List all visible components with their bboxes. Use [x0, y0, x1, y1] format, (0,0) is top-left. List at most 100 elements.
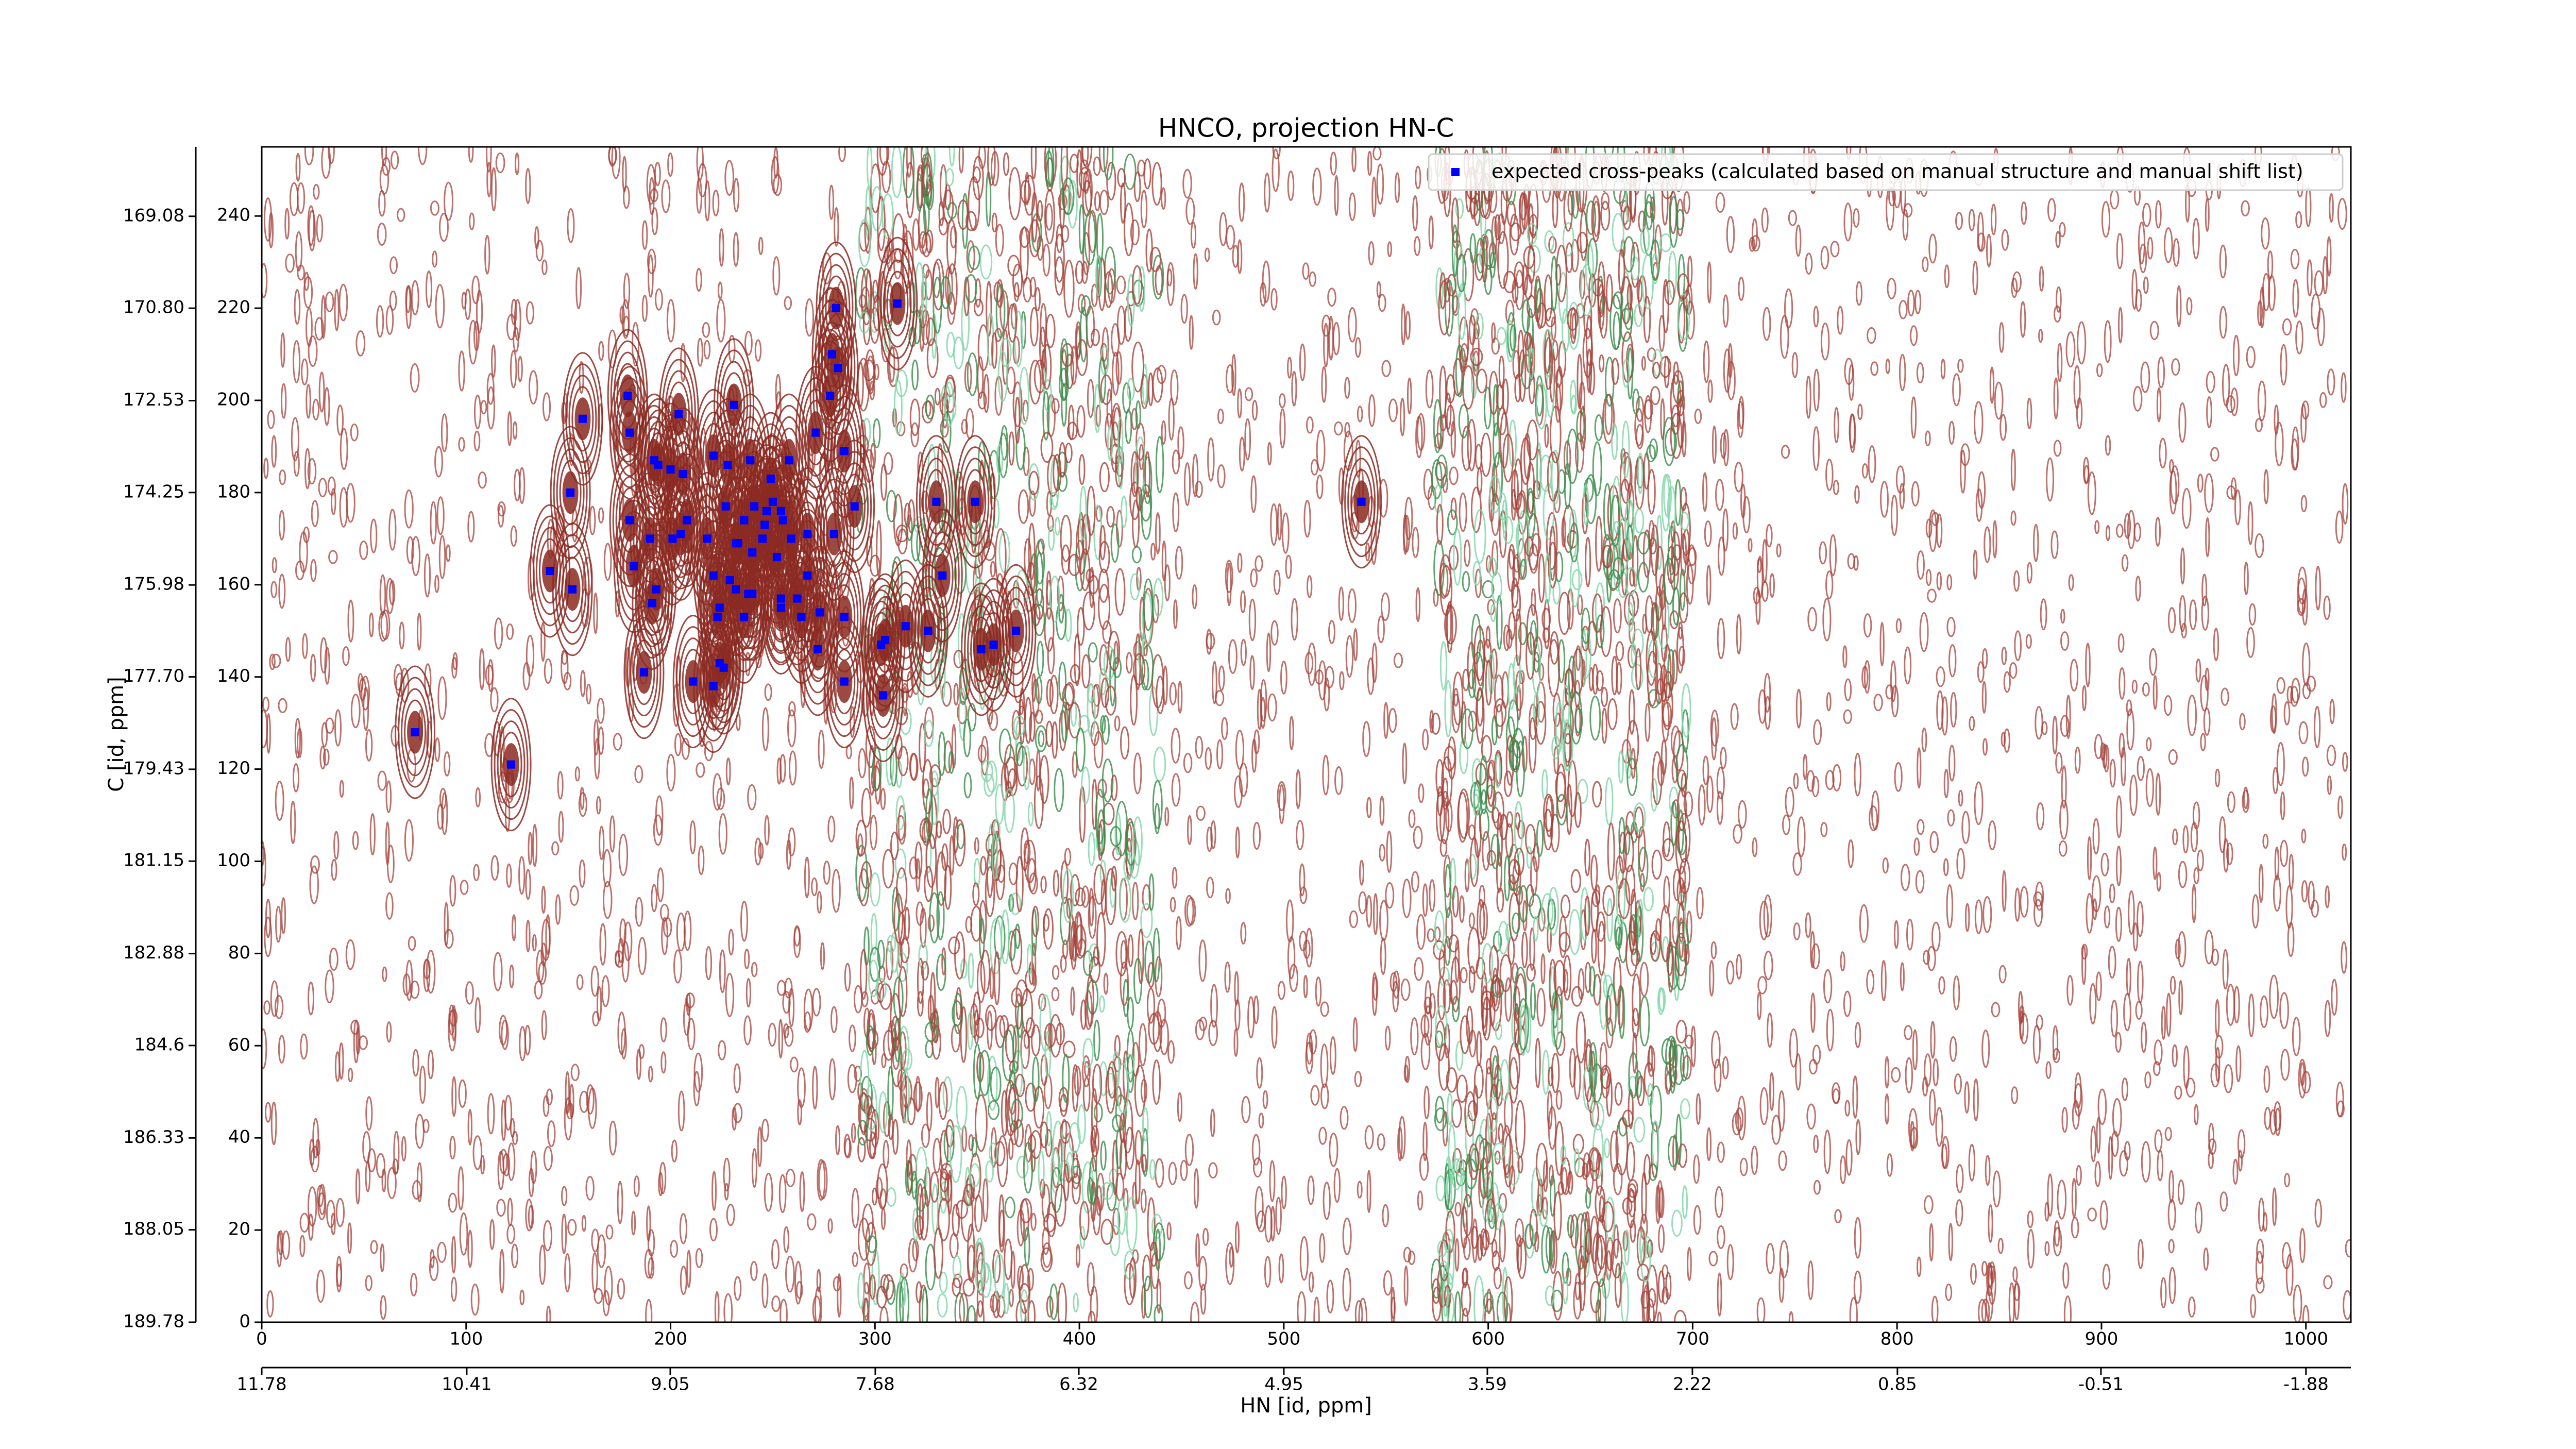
stripe-contour: [865, 269, 872, 316]
noise-contour: [1277, 981, 1286, 1000]
noise-contour: [352, 831, 359, 850]
noise-contour: [444, 902, 449, 947]
noise-contour: [1555, 383, 1562, 423]
noise-contour: [1737, 1096, 1746, 1141]
noise-contour: [1248, 598, 1257, 642]
peak-contour-ring: [630, 628, 658, 717]
noise-contour: [1255, 555, 1263, 572]
x-tick-label: 400: [1063, 1329, 1096, 1350]
noise-contour: [2308, 881, 2315, 910]
stripe-contour: [980, 856, 987, 875]
stripe-contour: [1099, 668, 1107, 696]
peak-contour-ring: [558, 545, 587, 634]
noise-contour: [874, 363, 879, 380]
stripe-contour: [1592, 781, 1602, 808]
stripe-contour: [1585, 536, 1591, 587]
noise-contour: [2178, 861, 2188, 888]
noise-contour: [2326, 236, 2332, 277]
stripe-contour: [1490, 603, 1497, 622]
stripe-contour: [1545, 1227, 1554, 1266]
noise-contour: [1710, 710, 1719, 747]
noise-contour: [1968, 209, 1975, 231]
noise-contour: [828, 184, 835, 220]
noise-contour: [2039, 266, 2044, 292]
y-tick-label: 200: [217, 389, 250, 410]
stripe-contour: [919, 722, 926, 773]
stripe-contour: [1075, 887, 1086, 907]
noise-contour: [1870, 361, 1878, 376]
noise-contour: [557, 771, 564, 800]
stripe-contour: [1032, 1056, 1040, 1102]
noise-contour: [2178, 980, 2183, 1016]
stripe-contour: [967, 1012, 974, 1050]
noise-contour: [1008, 1289, 1014, 1307]
noise-contour: [1555, 1090, 1563, 1110]
stripe-contour: [948, 147, 955, 167]
noise-contour: [1716, 766, 1725, 799]
noise-contour: [1383, 1270, 1393, 1296]
noise-contour: [1912, 1029, 1918, 1071]
noise-contour: [2181, 487, 2192, 529]
x2-tick-label: 4.95: [1264, 1374, 1303, 1395]
noise-contour: [863, 1262, 871, 1295]
stripe-contour: [1445, 1210, 1455, 1253]
stripe-contour: [1570, 869, 1582, 893]
noise-contour: [1315, 976, 1322, 1007]
stripe-contour: [1149, 246, 1162, 273]
stripe-contour: [1081, 654, 1091, 689]
noise-contour: [2177, 1180, 2185, 1205]
noise-contour: [696, 147, 704, 181]
noise-contour: [305, 307, 313, 347]
noise-contour: [541, 885, 546, 914]
noise-contour: [594, 738, 601, 780]
stripe-contour: [1092, 1195, 1101, 1236]
noise-contour: [1947, 809, 1955, 827]
stripe-contour: [1580, 887, 1589, 941]
noise-contour: [386, 1021, 392, 1043]
stripe-contour: [1663, 821, 1671, 857]
noise-contour: [2153, 675, 2158, 710]
noise-contour: [281, 897, 286, 934]
stripe-contour: [1515, 609, 1522, 666]
noise-contour: [385, 305, 394, 335]
stripe-contour: [1482, 1142, 1494, 1199]
noise-contour: [683, 1001, 690, 1036]
stripe-contour: [1479, 755, 1488, 805]
noise-contour: [1820, 246, 1829, 269]
noise-contour: [1358, 891, 1367, 915]
noise-contour: [1690, 1025, 1697, 1068]
noise-contour: [2035, 706, 2043, 740]
noise-contour: [1845, 1139, 1853, 1176]
noise-contour: [280, 332, 285, 368]
noise-contour: [1364, 1125, 1374, 1150]
stripe-contour: [1081, 766, 1090, 805]
noise-contour: [680, 1266, 687, 1295]
noise-contour: [308, 981, 315, 1016]
stripe-contour: [1606, 898, 1613, 942]
noise-contour: [2038, 329, 2043, 343]
noise-contour: [1088, 1310, 1096, 1322]
stripe-contour: [926, 317, 936, 346]
stripe-contour: [1667, 486, 1676, 532]
noise-contour: [451, 1236, 456, 1274]
stripe-contour: [1070, 154, 1079, 173]
stripe-contour: [1673, 730, 1684, 771]
noise-contour: [1905, 1057, 1913, 1093]
noise-contour: [2301, 1071, 2311, 1094]
noise-contour: [430, 200, 439, 216]
noise-contour: [1367, 150, 1372, 176]
noise-contour: [1451, 694, 1461, 733]
noise-contour: [615, 950, 620, 967]
stripe-contour: [1080, 999, 1087, 1030]
noise-contour: [558, 811, 564, 843]
stripe-contour: [872, 747, 882, 790]
stripe-contour: [990, 1066, 1002, 1102]
noise-contour: [1723, 348, 1732, 393]
noise-contour: [1351, 147, 1357, 173]
stripe-contour: [1123, 203, 1134, 257]
stripe-contour: [995, 1015, 1006, 1049]
noise-contour: [499, 1149, 508, 1174]
noise-contour: [2259, 287, 2265, 329]
stripe-contour: [1054, 1184, 1066, 1227]
noise-contour: [1797, 816, 1806, 857]
